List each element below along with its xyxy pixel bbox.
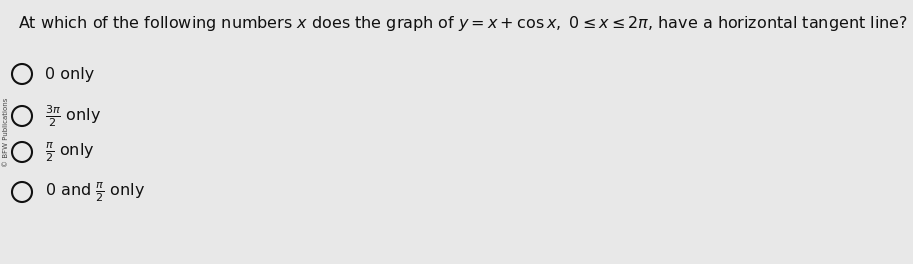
Text: $\frac{3\pi}{2}$ only: $\frac{3\pi}{2}$ only — [45, 103, 101, 129]
Text: $\frac{\pi}{2}$ only: $\frac{\pi}{2}$ only — [45, 140, 95, 164]
Text: 0 only: 0 only — [45, 67, 94, 82]
Text: © BFW Publications: © BFW Publications — [3, 97, 9, 167]
Text: 0 and $\frac{\pi}{2}$ only: 0 and $\frac{\pi}{2}$ only — [45, 180, 145, 204]
Text: At which of the following numbers $x$ does the graph of $y = x + \cos x,\ 0 \leq: At which of the following numbers $x$ do… — [18, 14, 908, 33]
